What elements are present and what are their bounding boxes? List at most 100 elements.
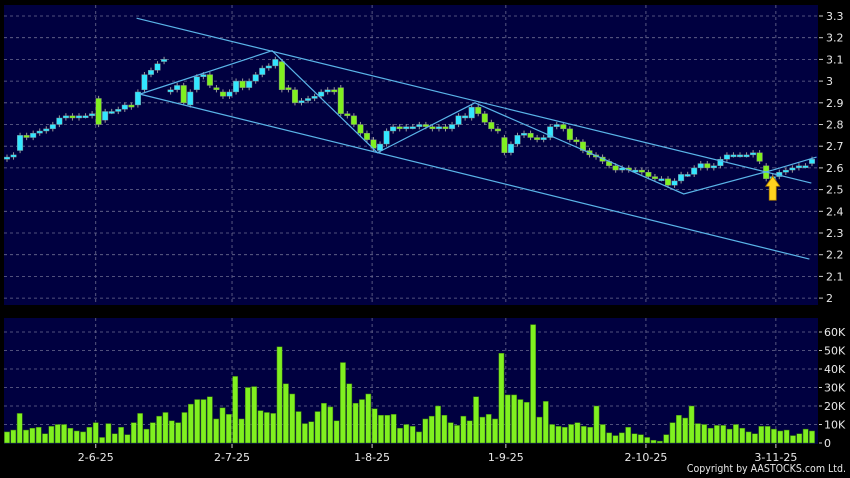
volume-bar — [4, 431, 10, 444]
candle — [363, 132, 370, 140]
candle — [737, 154, 744, 158]
volume-bar — [422, 418, 429, 444]
volume-bar — [631, 433, 638, 444]
candle — [331, 89, 338, 93]
volume-bar — [206, 396, 213, 444]
volume-bar — [257, 410, 264, 444]
volume-bar — [175, 422, 181, 444]
volume-bar — [599, 424, 606, 444]
candle — [442, 126, 449, 130]
volume-bar — [321, 402, 327, 444]
candle — [200, 74, 207, 77]
candle — [337, 87, 344, 114]
volume-bar — [485, 414, 492, 444]
volume-bar — [397, 427, 403, 444]
candle — [730, 154, 737, 158]
candle — [527, 132, 534, 138]
candle — [612, 165, 619, 171]
volume-bar — [35, 427, 42, 444]
volume-bar — [390, 414, 397, 444]
volume-bar — [162, 412, 169, 444]
candle — [3, 156, 10, 160]
volume-bar — [580, 426, 587, 444]
volume-bar — [384, 415, 391, 444]
candle — [488, 122, 495, 130]
candle — [481, 113, 488, 123]
candle — [291, 89, 298, 103]
candle — [678, 174, 685, 182]
candle — [128, 104, 135, 108]
volume-bar — [752, 433, 758, 444]
candle — [285, 87, 292, 90]
volume-bar — [327, 406, 334, 444]
candle — [789, 167, 796, 171]
candle — [507, 143, 514, 153]
price-tick-label: 2.5 — [826, 184, 844, 197]
volume-bar — [498, 353, 505, 444]
volume-bar — [73, 430, 80, 444]
candle — [475, 106, 482, 114]
candle — [121, 104, 128, 110]
candle — [154, 63, 161, 71]
volume-bar — [295, 411, 302, 444]
volume-bar — [771, 428, 777, 444]
volume-bar — [105, 423, 112, 444]
candle — [390, 126, 397, 132]
price-tick-label: 2.1 — [826, 270, 844, 283]
candle — [566, 128, 573, 140]
candle — [704, 163, 711, 169]
volume-bar — [695, 423, 701, 444]
volume-bar — [238, 418, 245, 444]
date-tick-label: 3-11-25 — [754, 451, 797, 464]
candle — [36, 130, 43, 134]
volume-bar — [479, 416, 486, 444]
volume-bar — [111, 433, 118, 444]
candle — [75, 115, 82, 119]
volume-bar — [200, 399, 207, 444]
volume-bar — [86, 427, 93, 444]
candle — [409, 126, 416, 129]
candle — [62, 115, 69, 119]
volume-bar — [346, 383, 353, 444]
candle — [134, 91, 141, 106]
candle — [141, 74, 148, 90]
volume-bar — [758, 426, 765, 444]
candle — [723, 154, 730, 160]
candle — [750, 152, 757, 156]
volume-tick-label: 0 — [824, 437, 831, 450]
candle — [403, 126, 410, 130]
volume-bar — [726, 428, 733, 444]
volume-bar — [23, 429, 29, 444]
candle — [233, 80, 240, 93]
date-tick-label: 1-8-25 — [354, 451, 390, 464]
price-tick-label: 2.8 — [826, 119, 844, 132]
volume-bar — [226, 414, 232, 444]
volume-axis: 0 10K 20K 30K 40K 50K 60K — [819, 326, 846, 450]
candle — [573, 139, 580, 143]
volume-bar — [118, 427, 124, 444]
candle — [108, 111, 115, 114]
candle — [638, 169, 645, 173]
price-tick-label: 2.6 — [826, 162, 844, 175]
candle — [809, 159, 816, 164]
volume-bar — [92, 422, 99, 444]
volume-bar — [365, 393, 372, 444]
volume-bar — [137, 413, 143, 444]
candle — [468, 106, 475, 119]
candle — [213, 87, 220, 90]
volume-bar — [618, 432, 625, 444]
price-tick-label: 2.3 — [826, 227, 844, 240]
candle — [665, 178, 672, 186]
volume-bar — [511, 394, 517, 444]
volume-bar — [194, 399, 201, 444]
candle — [193, 76, 200, 90]
volume-bar — [61, 424, 67, 444]
volume-bar — [80, 431, 86, 444]
candle — [252, 74, 259, 82]
volume-bar — [99, 437, 105, 444]
trendline — [136, 17, 812, 184]
volume-bar — [264, 412, 270, 444]
candle — [69, 115, 76, 119]
candle — [344, 113, 351, 117]
